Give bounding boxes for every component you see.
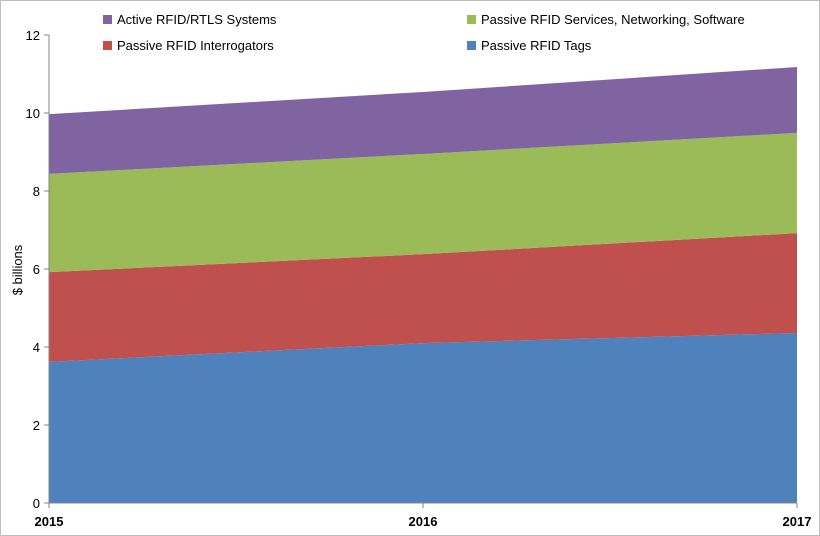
legend-swatch	[103, 41, 112, 50]
y-tick-label: 2	[33, 418, 40, 433]
area-series-0	[49, 332, 797, 503]
y-tick-label: 12	[26, 28, 40, 43]
axes: 0 2 4 6 8 10 12 2015 2016 2017	[26, 28, 812, 529]
x-tick-label: 2016	[409, 514, 438, 529]
y-tick-label: 0	[33, 496, 40, 511]
legend: Active RFID/RTLS Systems Passive RFID Ser…	[103, 12, 745, 53]
y-tick-label: 6	[33, 262, 40, 277]
y-tick-label: 10	[26, 106, 40, 121]
x-tick-label: 2015	[35, 514, 64, 529]
legend-swatch	[467, 41, 476, 50]
y-axis-label: $ billions	[10, 244, 25, 295]
legend-label: Active RFID/RTLS Systems	[117, 12, 277, 27]
legend-label: Passive RFID Tags	[481, 38, 592, 53]
legend-label: Passive RFID Services, Networking, Softw…	[481, 12, 745, 27]
y-tick-label: 4	[33, 340, 40, 355]
legend-item: Active RFID/RTLS Systems	[103, 12, 277, 27]
legend-label: Passive RFID Interrogators	[117, 38, 274, 53]
area-series-1	[49, 233, 797, 362]
area-series-3	[49, 66, 797, 174]
areas	[49, 66, 797, 503]
legend-item: Passive RFID Interrogators	[103, 38, 274, 53]
area-series-2	[49, 132, 797, 273]
y-tick-label: 8	[33, 184, 40, 199]
legend-swatch	[467, 15, 476, 24]
legend-swatch	[103, 15, 112, 24]
x-tick-label: 2017	[783, 514, 812, 529]
legend-item: Passive RFID Tags	[467, 38, 592, 53]
legend-item: Passive RFID Services, Networking, Softw…	[467, 12, 745, 27]
